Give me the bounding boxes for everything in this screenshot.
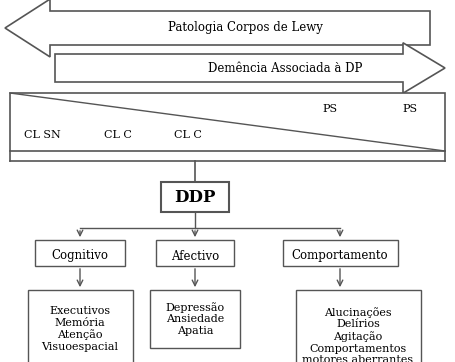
Text: Demência Associada à DP: Demência Associada à DP: [208, 62, 362, 75]
Text: Afectivo: Afectivo: [171, 249, 219, 262]
Text: Comportamento: Comportamento: [292, 249, 388, 262]
Text: Alucinações
Delírios
Agitação
Comportamentos
motores aberrantes: Alucinações Delírios Agitação Comportame…: [303, 307, 414, 362]
FancyArrow shape: [5, 0, 430, 57]
Text: Executivos
Memória
Atenção
Visuoespacial: Executivos Memória Atenção Visuoespacial: [41, 306, 118, 352]
Text: Cognitivo: Cognitivo: [51, 249, 108, 262]
Text: CL SN: CL SN: [24, 130, 61, 140]
Bar: [150, 290, 240, 348]
Text: PS: PS: [323, 104, 338, 114]
Text: PS: PS: [402, 104, 418, 114]
Bar: [156, 240, 234, 266]
Bar: [35, 240, 125, 266]
Bar: [283, 240, 398, 266]
Text: Depressão
Ansiedade
Apatia: Depressão Ansiedade Apatia: [166, 302, 225, 336]
Bar: [27, 290, 132, 362]
Bar: [10, 93, 445, 151]
Text: CL C: CL C: [104, 130, 132, 140]
Text: CL C: CL C: [174, 130, 202, 140]
Bar: [161, 182, 229, 212]
Bar: [295, 290, 420, 362]
Text: DDP: DDP: [174, 189, 216, 206]
Text: Patologia Corpos de Lewy: Patologia Corpos de Lewy: [167, 21, 323, 34]
FancyArrow shape: [55, 43, 445, 93]
